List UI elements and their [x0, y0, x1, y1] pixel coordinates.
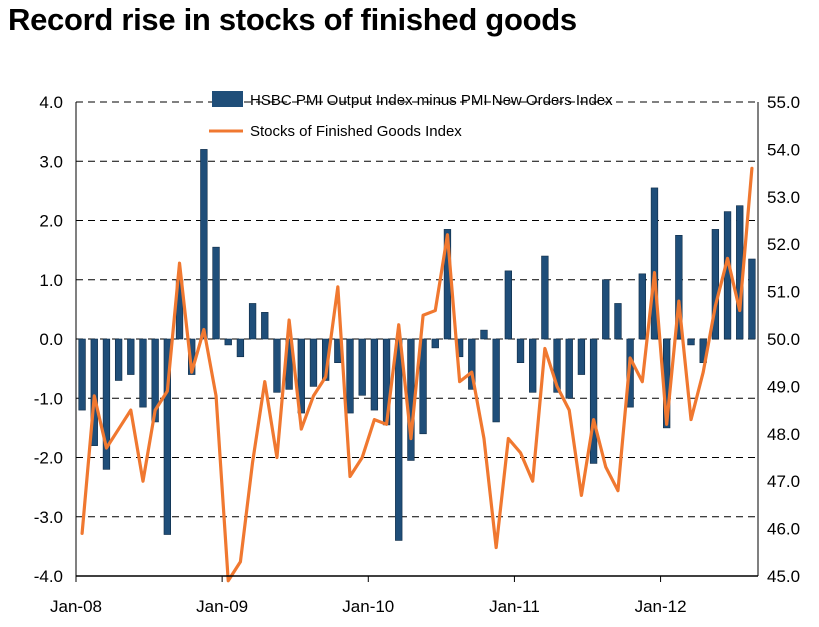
legend: HSBC PMI Output Index minus PMI New Orde… [209, 91, 613, 140]
bar [114, 338, 123, 381]
x-tick-label: Jan-08 [50, 597, 102, 616]
bar [602, 279, 610, 340]
y-left-tick-label: -1.0 [34, 389, 63, 408]
y-right-tick-label: 51.0 [767, 283, 800, 302]
legend-label-line: Stocks of Finished Goods Index [250, 123, 462, 140]
bar [236, 338, 245, 358]
bar [139, 338, 147, 408]
x-tick-label: Jan-10 [342, 597, 394, 616]
y-right-tick-label: 48.0 [767, 425, 800, 444]
bar [212, 246, 220, 340]
line-series [80, 166, 754, 583]
bar [102, 338, 111, 470]
bar [529, 338, 537, 393]
legend-swatch-bars [212, 91, 243, 107]
stocks-line [80, 166, 754, 583]
x-tick-label: Jan-11 [489, 597, 540, 616]
bar [261, 312, 269, 340]
bar [541, 255, 549, 340]
bar [748, 258, 756, 340]
y-left-tick-label: 4.0 [39, 93, 63, 112]
bar [273, 338, 281, 393]
bar [127, 338, 135, 375]
bar [650, 187, 659, 340]
bar [614, 303, 622, 340]
bar [480, 329, 488, 340]
y-left-tick-label: -2.0 [34, 449, 63, 468]
bar [711, 229, 720, 340]
bar [431, 338, 439, 349]
axes: -4.0 -3.0 -2.0 -1.0 0.0 1.0 2.0 3.0 4.0 45.0 46.0 4… [34, 93, 800, 616]
y-right-tick-label: 46.0 [767, 520, 800, 539]
bar [151, 338, 159, 423]
bar [675, 235, 683, 340]
y-right-tick-label: 45.0 [767, 567, 800, 586]
bar [504, 270, 512, 340]
bar [370, 338, 379, 411]
y-left-tick-label: -3.0 [34, 508, 63, 527]
bar [200, 149, 208, 340]
y-left-tick-label: -4.0 [34, 567, 63, 586]
bar [419, 338, 427, 435]
bar [687, 338, 695, 346]
bar [492, 338, 500, 423]
bar [297, 338, 305, 414]
x-tick-label: Jan-09 [196, 597, 248, 616]
y-right-tick-label: 53.0 [767, 188, 800, 207]
bar [358, 338, 366, 396]
bar [577, 338, 586, 375]
y-left-tick-label: 1.0 [39, 271, 63, 290]
bar [163, 338, 171, 535]
y-right-tick-label: 47.0 [767, 472, 800, 491]
bar [589, 338, 598, 464]
y-left-tick-label: 0.0 [39, 330, 63, 349]
bar [78, 338, 86, 411]
y-right-tick-label: 54.0 [767, 140, 800, 159]
bar [395, 338, 403, 541]
y-right-tick-label: 50.0 [767, 330, 800, 349]
bar [565, 338, 573, 399]
y-right-tick-label: 49.0 [767, 377, 800, 396]
y-left-tick-label: 2.0 [39, 212, 63, 231]
bar [638, 273, 646, 340]
x-tick-label: Jan-12 [635, 597, 687, 616]
bar [468, 338, 476, 390]
bar [346, 338, 354, 414]
bar [553, 338, 561, 393]
chart-title: Record rise in stocks of finished goods [8, 2, 577, 37]
y-left-tick-label: 3.0 [39, 152, 63, 171]
bar [309, 338, 318, 387]
bar [224, 338, 232, 346]
bar [90, 338, 98, 446]
y-right-tick-label: 55.0 [767, 93, 800, 112]
bar-series [78, 149, 756, 541]
legend-label-bars: HSBC PMI Output Index minus PMI New Orde… [250, 92, 613, 109]
y-right-tick-label: 52.0 [767, 235, 800, 254]
bar [516, 338, 525, 364]
bar [248, 303, 257, 340]
